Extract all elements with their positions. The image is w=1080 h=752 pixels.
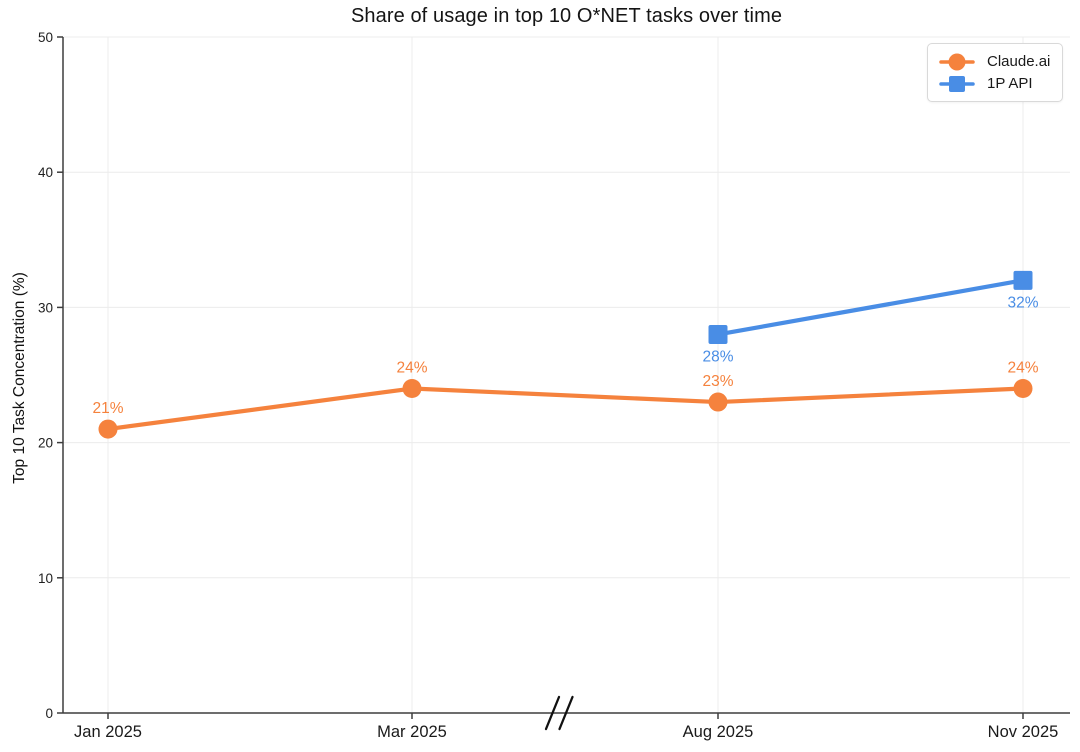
legend-label-claude-ai: Claude.ai [987,53,1051,70]
svg-text:24%: 24% [396,360,427,377]
svg-text:30: 30 [38,300,53,315]
svg-text:23%: 23% [702,373,733,390]
chart-title: Share of usage in top 10 O*NET tasks ove… [350,5,783,27]
svg-text:28%: 28% [702,348,733,365]
legend-item-1p-api: 1P API [939,73,1051,94]
svg-text:Mar 2025: Mar 2025 [377,723,447,741]
legend-item-claude-ai: Claude.ai [939,51,1051,72]
svg-text:Nov 2025: Nov 2025 [988,723,1059,741]
legend-label-1p-api: 1P API [987,75,1033,92]
svg-text:50: 50 [38,30,53,45]
svg-text:24%: 24% [1007,360,1038,377]
svg-text:32%: 32% [1007,294,1038,311]
svg-text:20: 20 [38,436,53,451]
svg-text:21%: 21% [92,400,123,417]
1p-api-line-square-marker-icon [939,75,975,92]
svg-text:Aug 2025: Aug 2025 [683,723,754,741]
chart-legend: Claude.ai 1P API [927,43,1063,102]
svg-text:40: 40 [38,165,53,180]
svg-text:0: 0 [45,706,53,721]
claude-ai-line-circle-marker-icon [939,53,975,70]
svg-text:Jan 2025: Jan 2025 [74,723,142,741]
svg-text:10: 10 [38,571,53,586]
